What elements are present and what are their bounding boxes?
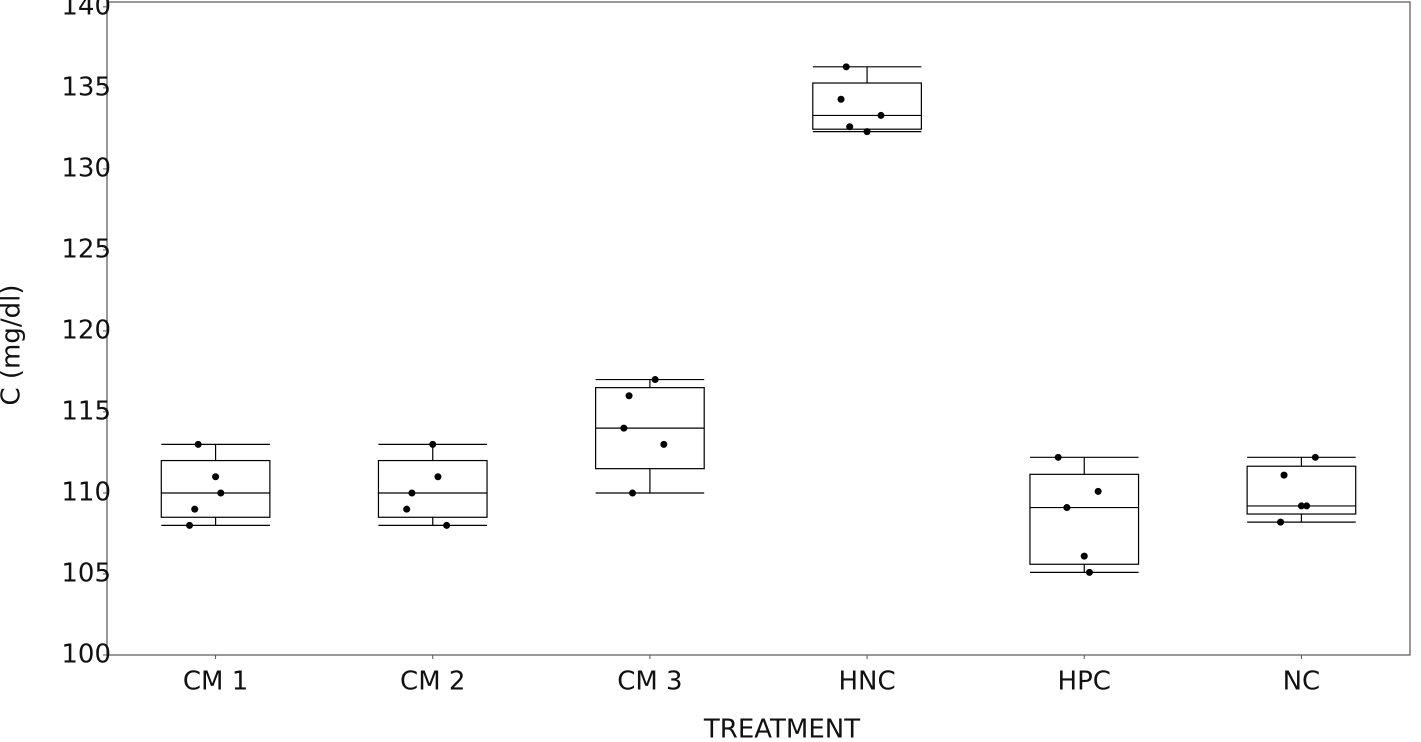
- x-tick-label: CM 2: [400, 667, 465, 697]
- point: [842, 63, 850, 71]
- point: [1280, 471, 1288, 479]
- box: [1029, 473, 1140, 565]
- point: [1085, 568, 1093, 576]
- point: [1303, 502, 1311, 510]
- point: [403, 505, 411, 513]
- point: [651, 376, 659, 384]
- x-tick-label: HNC: [839, 667, 896, 697]
- point: [217, 489, 225, 497]
- point: [863, 128, 871, 136]
- point: [1277, 518, 1285, 526]
- box: [812, 82, 922, 130]
- point: [186, 521, 194, 529]
- point: [660, 440, 668, 448]
- y-tick-label: 140: [61, 0, 111, 21]
- point: [629, 489, 637, 497]
- y-tick-label: 115: [61, 396, 111, 426]
- point: [837, 95, 845, 103]
- point: [1297, 502, 1305, 510]
- box: [160, 459, 271, 518]
- point: [1094, 487, 1102, 495]
- box: [377, 459, 488, 518]
- y-tick-label: 135: [61, 72, 111, 102]
- y-axis-label: C (mg/dl): [0, 284, 27, 405]
- point: [194, 440, 202, 448]
- x-axis-label: TREATMENT: [703, 715, 860, 742]
- plot-frame: [106, 1, 1411, 656]
- box: [1246, 465, 1357, 515]
- point: [1063, 504, 1071, 512]
- x-tick-label: CM 3: [617, 667, 682, 697]
- y-tick-label: 120: [61, 315, 111, 345]
- point: [212, 473, 220, 481]
- point: [429, 440, 437, 448]
- point: [191, 505, 199, 513]
- point: [1054, 453, 1062, 461]
- x-tick-label: CM 1: [183, 667, 248, 697]
- y-tick-label: 125: [61, 234, 111, 264]
- point: [1080, 552, 1088, 560]
- point: [846, 123, 854, 131]
- point: [1311, 453, 1319, 461]
- x-tick-label: HPC: [1058, 667, 1111, 697]
- x-tick-label: NC: [1283, 667, 1321, 697]
- point: [625, 392, 633, 400]
- point: [620, 424, 628, 432]
- point: [443, 521, 451, 529]
- point: [877, 111, 885, 119]
- y-tick-label: 130: [61, 153, 111, 183]
- y-tick-label: 100: [61, 640, 111, 670]
- y-tick-label: 110: [61, 477, 111, 507]
- point: [434, 473, 442, 481]
- y-tick-label: 105: [61, 558, 111, 588]
- point: [408, 489, 416, 497]
